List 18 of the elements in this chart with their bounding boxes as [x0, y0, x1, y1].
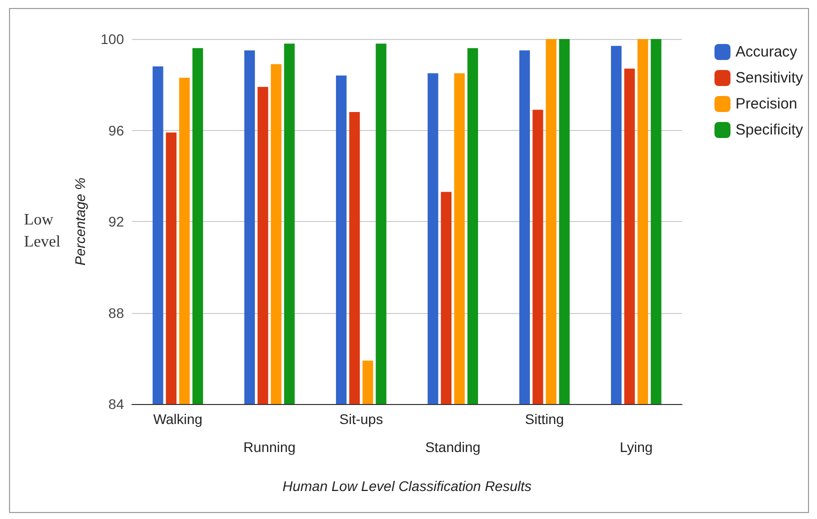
x-tick-label: Sitting — [524, 411, 564, 427]
legend-label: Precision — [734, 96, 797, 112]
x-tick-label: Walking — [152, 411, 202, 427]
y-tick-label: 92 — [108, 214, 124, 230]
legend-label: Specificity — [734, 122, 803, 138]
x-tick-label: Sit-ups — [338, 411, 382, 427]
x-tick-label: Lying — [619, 439, 652, 455]
y-tick-label: 100 — [100, 31, 124, 47]
text: Low Level — [24, 212, 60, 250]
legend-label: Accuracy — [734, 44, 798, 60]
y-axis-title: Percentage % — [72, 178, 88, 266]
x-tick-label: Running — [242, 439, 296, 455]
legend-label: Sensitivity — [734, 70, 803, 86]
x-axis-title: Human Low Level Classification Results — [282, 478, 531, 494]
y-tick-label: 88 — [108, 304, 124, 321]
x-tick-label: Standing — [424, 439, 480, 455]
y-tick-label: 84 — [108, 396, 124, 412]
y-tick-label: 96 — [108, 122, 124, 138]
